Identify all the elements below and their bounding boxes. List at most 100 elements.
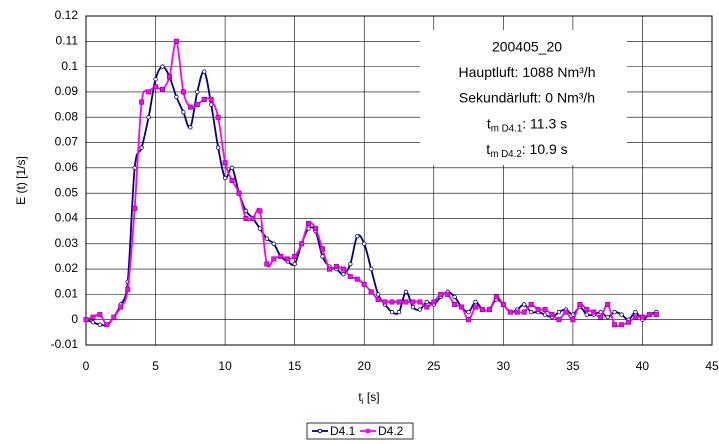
- marker: [341, 271, 346, 277]
- marker: [97, 312, 103, 318]
- marker: [236, 190, 242, 196]
- marker: [299, 241, 305, 247]
- marker: [473, 304, 479, 310]
- x-axis-label-main: t: [358, 390, 362, 404]
- marker: [375, 292, 381, 297]
- marker: [598, 314, 604, 320]
- y-tick-label: 0.05: [55, 185, 79, 199]
- marker: [174, 94, 179, 100]
- marker: [271, 241, 276, 246]
- marker: [486, 307, 492, 313]
- marker: [354, 276, 360, 282]
- marker: [229, 165, 235, 171]
- marker: [201, 97, 207, 103]
- marker: [348, 261, 353, 267]
- annotation-main: t: [486, 141, 490, 157]
- y-tick-label: 0.08: [55, 109, 79, 123]
- marker: [417, 299, 423, 305]
- marker: [542, 312, 548, 317]
- marker: [646, 312, 652, 318]
- marker: [542, 307, 548, 313]
- marker: [452, 302, 458, 308]
- x-tick-label: 40: [636, 359, 650, 373]
- annotation: tm D4.1: 11.3 s: [487, 115, 567, 134]
- marker: [410, 304, 416, 310]
- y-tick-label: 0.11: [56, 33, 79, 47]
- marker: [528, 302, 534, 308]
- y-tick-label: -0.01: [51, 337, 79, 351]
- x-tick-label: 5: [152, 359, 159, 373]
- x-tick-label: 10: [218, 359, 232, 373]
- annotation: 200405_20: [492, 39, 562, 55]
- marker: [278, 253, 284, 259]
- marker: [452, 294, 457, 300]
- x-tick-label: 30: [497, 359, 511, 373]
- annotation: Hauptluft: 1088 Nm³/h: [459, 64, 596, 80]
- y-tick-label: 0.12: [55, 8, 79, 22]
- marker: [459, 304, 465, 310]
- marker: [83, 317, 89, 323]
- marker: [549, 312, 555, 318]
- x-tick-label: 15: [288, 359, 302, 373]
- marker: [292, 253, 298, 259]
- marker: [139, 145, 144, 150]
- marker: [202, 69, 207, 74]
- marker: [208, 97, 214, 103]
- marker: [591, 309, 597, 315]
- annotation: tm D4.2: 10.9 s: [486, 141, 567, 160]
- marker: [111, 314, 117, 320]
- marker: [264, 261, 270, 267]
- marker: [382, 299, 388, 305]
- marker: [396, 299, 402, 305]
- marker: [570, 317, 576, 323]
- annotation-after: : 11.3 s: [522, 115, 567, 131]
- marker: [605, 314, 610, 320]
- y-tick-label: 0.03: [55, 236, 79, 250]
- marker: [181, 109, 186, 115]
- marker: [215, 114, 221, 120]
- x-tick-label: 20: [358, 359, 372, 373]
- marker: [619, 312, 624, 317]
- marker: [396, 309, 402, 315]
- plot-frame: [85, 15, 713, 346]
- marker: [195, 89, 200, 95]
- marker: [445, 291, 451, 297]
- x-tick-label: 35: [566, 359, 580, 373]
- marker: [222, 160, 228, 166]
- marker: [250, 215, 256, 221]
- marker: [577, 302, 583, 308]
- marker: [473, 299, 478, 305]
- marker: [257, 226, 263, 231]
- marker: [362, 241, 367, 246]
- marker: [180, 89, 186, 95]
- marker: [125, 286, 131, 292]
- marker: [326, 266, 332, 272]
- marker: [153, 77, 158, 82]
- marker: [528, 309, 534, 315]
- marker: [410, 299, 416, 305]
- marker: [215, 145, 221, 150]
- marker: [187, 104, 193, 110]
- marker: [139, 99, 145, 105]
- annotation-after: : 10.9 s: [522, 141, 568, 157]
- marker: [431, 299, 437, 305]
- marker: [633, 309, 638, 315]
- marker: [160, 64, 165, 69]
- marker: [368, 266, 374, 272]
- marker: [612, 309, 617, 315]
- marker: [438, 291, 444, 297]
- marker: [535, 307, 541, 313]
- y-tick-label: 0.02: [55, 261, 79, 275]
- marker: [424, 299, 430, 305]
- x-axis-label-after: [s]: [364, 390, 380, 404]
- marker: [90, 314, 96, 320]
- marker: [271, 256, 277, 262]
- marker: [522, 302, 527, 307]
- marker: [361, 281, 367, 287]
- y-tick-label: 0.1: [61, 59, 78, 73]
- marker: [556, 309, 562, 315]
- marker: [375, 296, 381, 302]
- marker: [619, 322, 625, 328]
- marker: [333, 264, 339, 270]
- marker: [556, 317, 562, 323]
